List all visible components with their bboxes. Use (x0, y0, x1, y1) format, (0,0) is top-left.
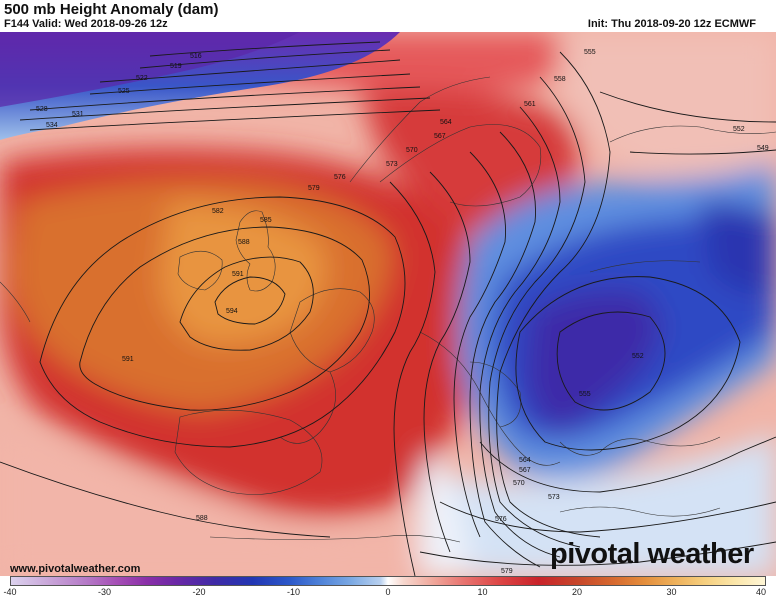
height-contours (0, 41, 776, 576)
anomaly-colorbar (10, 576, 766, 586)
contour-label: 591 (232, 271, 244, 278)
colorbar-ticks: -40 -30 -20 -10 0 10 20 30 40 (3, 587, 766, 599)
contour-label: 552 (632, 353, 644, 360)
contour-label: 573 (548, 494, 560, 501)
contour-label: 519 (170, 63, 182, 70)
contour-label: 588 (196, 515, 208, 522)
pivotal-weather-logo: pivotal weather (550, 538, 772, 578)
contour-label: 576 (495, 516, 507, 523)
contour-label: 558 (554, 76, 566, 83)
anomaly-map: 516 519 522 525 528 531 534 555 558 561 … (0, 32, 776, 576)
contour-label: 591 (122, 356, 134, 363)
contour-label: 555 (584, 49, 596, 56)
colorbar-tick: 40 (755, 587, 766, 597)
contour-label: 573 (386, 161, 398, 168)
contour-label: 549 (757, 145, 769, 152)
contour-label: 522 (136, 75, 148, 82)
contour-label: 534 (46, 122, 58, 129)
map-title: 500 mb Height Anomaly (dam) (4, 1, 219, 18)
brand-name: pivotal weather (550, 538, 754, 570)
contour-label: 525 (118, 88, 130, 95)
contour-label: 555 (579, 391, 591, 398)
contour-label: 552 (733, 126, 745, 133)
contour-label: 567 (434, 133, 446, 140)
contour-label: 585 (260, 217, 272, 224)
map-header: 500 mb Height Anomaly (dam) F144 Valid: … (0, 0, 776, 32)
contour-label: 531 (72, 111, 84, 118)
colorbar-tick: 0 (385, 587, 391, 597)
contour-label: 579 (501, 568, 513, 575)
colorbar-tick: -10 (286, 587, 301, 597)
contour-label: 564 (440, 119, 452, 126)
contour-label-group: 516 519 522 525 528 531 534 555 558 561 … (36, 49, 769, 575)
colorbar-tick: -40 (3, 587, 17, 597)
contour-label: 561 (524, 101, 536, 108)
init-time: Init: Thu 2018-09-20 12z ECMWF (587, 18, 756, 30)
colorbar-tick: 10 (477, 587, 488, 597)
contour-label: 579 (308, 185, 320, 192)
contour-label: 570 (513, 480, 525, 487)
contour-label: 570 (406, 147, 418, 154)
colorbar-tick: 20 (571, 587, 583, 597)
website-url: www.pivotalweather.com (10, 563, 141, 575)
contour-label: 564 (519, 457, 531, 464)
colorbar-tick: -20 (192, 587, 206, 597)
contour-label: 516 (190, 53, 202, 60)
coastlines (0, 76, 776, 543)
valid-time: F144 Valid: Wed 2018-09-26 12z (4, 18, 168, 30)
contour-label: 528 (36, 106, 48, 113)
colorbar-tick: -30 (97, 587, 112, 597)
anomaly-field (0, 32, 776, 576)
contour-label: 582 (212, 208, 224, 215)
contour-label: 594 (226, 308, 238, 315)
colorbar-tick: 30 (666, 587, 677, 597)
contour-label: 567 (519, 467, 531, 474)
contour-label: 576 (334, 174, 346, 181)
contour-label: 588 (238, 239, 250, 246)
